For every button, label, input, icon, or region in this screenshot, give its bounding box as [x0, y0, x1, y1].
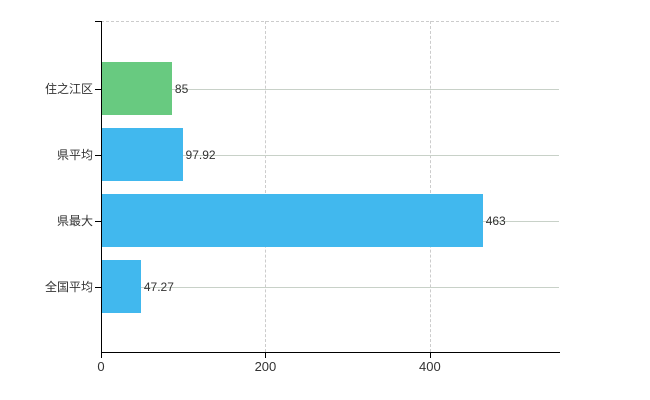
bar-2[interactable] — [102, 128, 183, 181]
plot-top-border — [101, 21, 559, 22]
category-label: 全国平均 — [44, 279, 93, 294]
category-label: 県平均 — [56, 147, 93, 162]
horizontal-gridline — [101, 286, 559, 288]
x-axis-tick — [429, 353, 431, 358]
y-axis-tick — [95, 88, 101, 90]
x-tick-label: 200 — [254, 359, 277, 374]
y-axis-tick — [95, 21, 101, 22]
x-axis-tick — [101, 353, 102, 358]
value-label: 47.27 — [143, 279, 174, 294]
category-label: 県最大 — [56, 213, 93, 228]
y-axis-tick — [95, 286, 101, 288]
x-axis-tick — [265, 353, 267, 358]
y-axis-tick — [95, 220, 101, 222]
y-axis-line — [101, 21, 102, 353]
bar-4[interactable] — [102, 260, 141, 313]
value-label: 85 — [174, 81, 189, 96]
y-axis-tick — [95, 154, 101, 156]
horizontal-gridline — [101, 88, 559, 90]
bar-1[interactable] — [102, 62, 172, 115]
value-label: 463 — [485, 213, 506, 228]
x-tick-label: 0 — [97, 359, 105, 374]
horizontal-gridline — [101, 154, 559, 156]
vertical-gridline — [265, 21, 267, 352]
vertical-gridline — [429, 21, 431, 352]
bar-3[interactable] — [102, 194, 483, 247]
x-tick-label: 400 — [419, 359, 441, 374]
value-label: 97.92 — [185, 147, 216, 162]
category-label: 住之江区 — [44, 81, 93, 96]
x-axis-line — [101, 352, 560, 353]
